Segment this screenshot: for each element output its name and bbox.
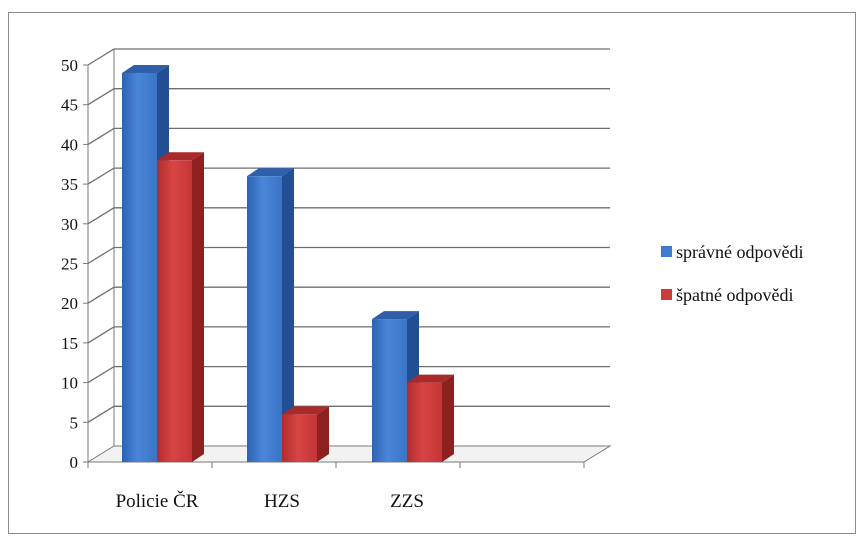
y-tick-label: 5 — [70, 413, 79, 432]
y-tick-label: 35 — [61, 175, 78, 194]
x-tick-label: ZZS — [390, 491, 424, 512]
bar-side — [282, 168, 294, 462]
bar-side — [192, 152, 204, 462]
bar-top — [122, 64, 169, 73]
y-tick-label: 25 — [61, 255, 78, 274]
x-axis-labels: Policie ČR HZS ZZS — [116, 490, 424, 512]
bar-top — [407, 374, 454, 383]
legend: správné odpovědi špatné odpovědi — [661, 242, 803, 305]
y-tick-label: 10 — [61, 374, 78, 393]
bar-front — [282, 414, 317, 462]
grid-line — [87, 167, 610, 185]
bar-top — [157, 152, 204, 161]
bar-front — [372, 319, 407, 462]
grid-line — [87, 88, 610, 106]
y-tick-label: 50 — [61, 56, 78, 75]
grid-line — [87, 127, 610, 145]
bar-side — [442, 374, 454, 462]
bar — [407, 374, 454, 462]
y-tick-label: 30 — [61, 215, 78, 234]
x-tick-label: Policie ČR — [116, 490, 199, 512]
bar-front — [122, 72, 157, 462]
y-tick-label: 45 — [61, 96, 78, 115]
bar-top — [247, 168, 294, 177]
bar — [157, 152, 204, 462]
bar-front — [247, 176, 282, 462]
bar-front — [407, 382, 442, 462]
bar-front — [157, 160, 192, 462]
y-tick-label: 0 — [70, 453, 79, 472]
legend-label: správné odpovědi — [676, 242, 803, 262]
legend-label: špatné odpovědi — [676, 285, 793, 305]
bars — [122, 64, 454, 462]
grid-line — [87, 48, 610, 66]
bar — [282, 406, 329, 462]
bar — [247, 168, 294, 462]
y-tick-label: 40 — [61, 135, 78, 154]
y-tick-label: 20 — [61, 294, 78, 313]
bar-side — [317, 406, 329, 462]
grid-line — [87, 365, 610, 384]
x-tick-label: HZS — [264, 491, 300, 512]
grid-line — [87, 286, 610, 304]
bar-top — [372, 311, 419, 320]
grid-line — [87, 326, 610, 344]
grid-line — [87, 207, 610, 225]
y-axis-ticks: 0 5 10 15 20 25 30 35 40 45 50 — [61, 56, 88, 472]
y-tick-label: 15 — [61, 334, 78, 353]
legend-swatch — [661, 246, 672, 257]
legend-swatch — [661, 289, 672, 300]
bar-top — [282, 406, 329, 415]
grid-line — [87, 246, 610, 265]
